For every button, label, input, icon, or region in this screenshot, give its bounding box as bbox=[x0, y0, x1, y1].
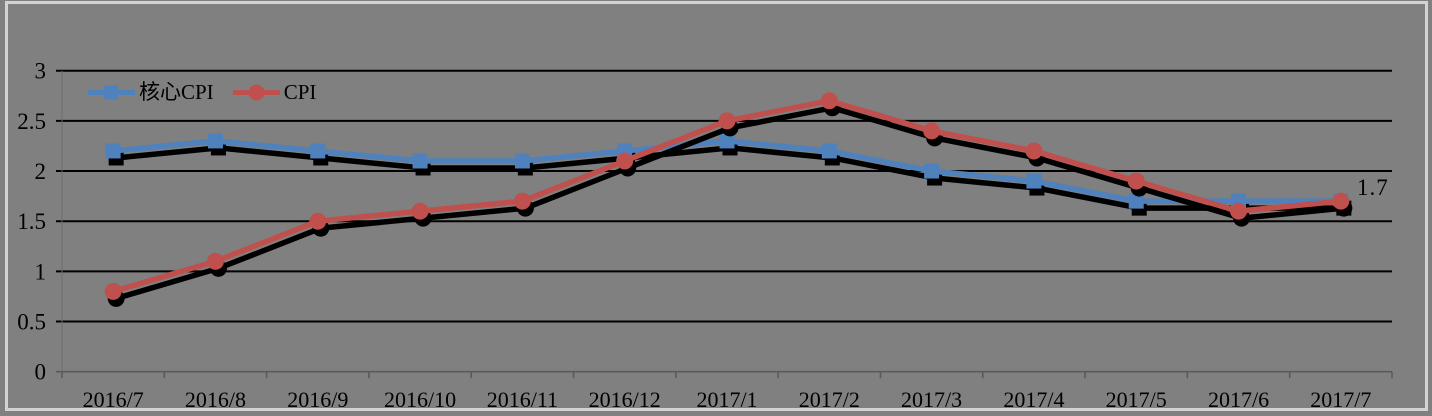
y-axis-tick-label: 2.5 bbox=[17, 109, 46, 134]
x-axis-tick-label: 2017/5 bbox=[1106, 387, 1167, 412]
x-axis-tick-label: 2016/11 bbox=[487, 387, 558, 412]
legend-marker bbox=[104, 85, 118, 99]
marker-circle-cpi bbox=[411, 202, 429, 220]
marker-square-core-cpi bbox=[105, 143, 121, 159]
marker-circle-cpi bbox=[309, 212, 327, 230]
x-axis-tick-label: 2017/3 bbox=[901, 387, 962, 412]
x-axis-tick-label: 2016/12 bbox=[589, 387, 661, 412]
marker-circle-cpi bbox=[923, 122, 941, 140]
legend-marker bbox=[248, 84, 265, 100]
x-axis-tick-label: 2017/7 bbox=[1310, 387, 1371, 412]
marker-circle-cpi bbox=[616, 152, 634, 170]
marker-square-core-cpi bbox=[1026, 173, 1042, 189]
marker-circle-cpi bbox=[206, 252, 224, 270]
x-axis-tick-label: 2017/2 bbox=[799, 387, 860, 412]
y-axis-tick-label: 1 bbox=[35, 259, 47, 284]
legend-label-core-cpi: 核心CPI bbox=[139, 80, 214, 104]
marker-circle-cpi bbox=[1025, 142, 1043, 160]
y-axis-tick-label: 3 bbox=[35, 59, 47, 84]
marker-square-core-cpi bbox=[821, 143, 837, 159]
x-axis-tick-label: 2016/8 bbox=[185, 387, 246, 412]
marker-circle-cpi bbox=[1230, 202, 1248, 220]
last-value-label: 1.7 bbox=[1357, 175, 1389, 200]
x-axis-tick-label: 2017/6 bbox=[1208, 387, 1269, 412]
core-cpi-swatch-icon bbox=[88, 85, 135, 99]
marker-square-core-cpi bbox=[514, 153, 530, 169]
y-axis-tick-label: 0.5 bbox=[17, 310, 46, 335]
x-axis-tick-label: 2016/7 bbox=[83, 387, 144, 412]
legend-item-cpi: CPI bbox=[232, 80, 317, 104]
series-cpi bbox=[104, 92, 1350, 300]
legend: 核心CPI CPI bbox=[88, 80, 316, 104]
y-axis-tick-label: 1.5 bbox=[17, 209, 46, 234]
cpi-swatch-icon bbox=[232, 84, 280, 100]
marker-circle-cpi bbox=[513, 192, 531, 210]
y-axis-tick-label: 0 bbox=[35, 360, 47, 385]
series-shadow-core-cpi bbox=[108, 140, 1352, 216]
y-axis-tick-label: 2 bbox=[35, 159, 47, 184]
marker-circle-cpi bbox=[718, 112, 736, 130]
marker-square-core-cpi bbox=[207, 133, 223, 149]
marker-circle-cpi bbox=[820, 92, 838, 110]
x-axis-tick-label: 2016/9 bbox=[287, 387, 348, 412]
marker-square-core-cpi bbox=[719, 133, 735, 149]
legend-label-cpi: CPI bbox=[283, 80, 317, 104]
marker-square-core-cpi bbox=[310, 143, 326, 159]
x-axis-tick-label: 2017/4 bbox=[1003, 387, 1064, 412]
marker-square-core-cpi bbox=[924, 163, 940, 179]
marker-square-core-cpi bbox=[412, 153, 428, 169]
marker-circle-cpi bbox=[104, 282, 122, 300]
x-axis-tick-label: 2017/1 bbox=[696, 387, 757, 412]
marker-circle-cpi bbox=[1332, 192, 1350, 210]
marker-circle-cpi bbox=[1127, 172, 1145, 190]
marker-square-core-cpi bbox=[1128, 193, 1144, 209]
x-axis-tick-label: 2016/10 bbox=[384, 387, 456, 412]
legend-item-core-cpi: 核心CPI bbox=[88, 80, 214, 104]
